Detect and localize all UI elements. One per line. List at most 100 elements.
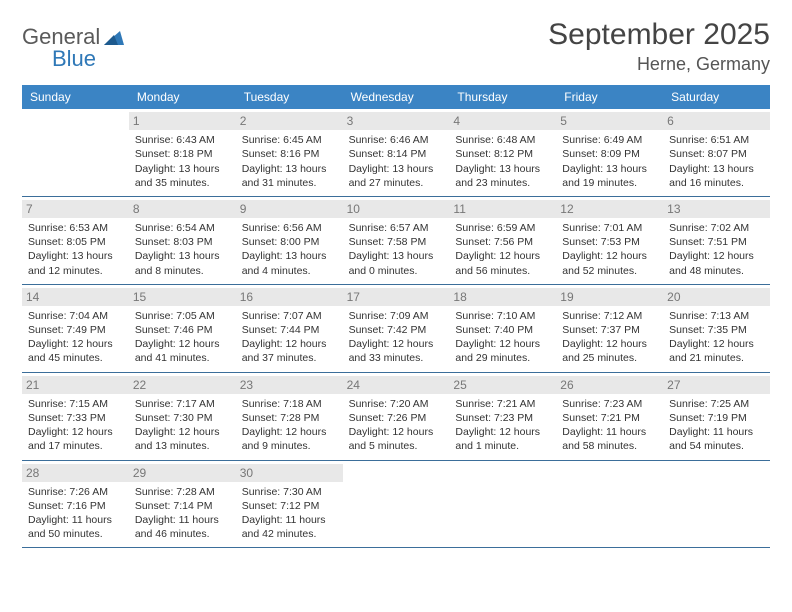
weeks-container: 1Sunrise: 6:43 AMSunset: 8:18 PMDaylight… (22, 109, 770, 548)
day-header: Monday (129, 85, 236, 109)
logo-triangle-icon (104, 29, 124, 45)
day-cell: 15Sunrise: 7:05 AMSunset: 7:46 PMDayligh… (129, 285, 236, 372)
sunset-text: Sunset: 8:00 PM (242, 235, 337, 249)
day-number: 2 (236, 112, 343, 130)
daylight-text: Daylight: 13 hours (135, 162, 230, 176)
sunrise-text: Sunrise: 7:04 AM (28, 309, 123, 323)
day-number: 5 (556, 112, 663, 130)
sunrise-text: Sunrise: 6:54 AM (135, 221, 230, 235)
day-number: 4 (449, 112, 556, 130)
sunrise-text: Sunrise: 6:48 AM (455, 133, 550, 147)
sunrise-text: Sunrise: 7:23 AM (562, 397, 657, 411)
sunrise-text: Sunrise: 7:09 AM (349, 309, 444, 323)
day-number: 8 (129, 200, 236, 218)
sunrise-text: Sunrise: 7:07 AM (242, 309, 337, 323)
day-cell: 8Sunrise: 6:54 AMSunset: 8:03 PMDaylight… (129, 197, 236, 284)
sunrise-text: Sunrise: 7:20 AM (349, 397, 444, 411)
day-number: 26 (556, 376, 663, 394)
sunset-text: Sunset: 7:58 PM (349, 235, 444, 249)
day-header: Saturday (663, 85, 770, 109)
day-number: 24 (343, 376, 450, 394)
daylight-text: Daylight: 12 hours (562, 337, 657, 351)
daylight-text: Daylight: 11 hours (135, 513, 230, 527)
title-block: September 2025 Herne, Germany (548, 18, 770, 75)
daylight-text: Daylight: 13 hours (455, 162, 550, 176)
sunset-text: Sunset: 7:53 PM (562, 235, 657, 249)
sunset-text: Sunset: 7:23 PM (455, 411, 550, 425)
day-cell: 13Sunrise: 7:02 AMSunset: 7:51 PMDayligh… (663, 197, 770, 284)
day-number: 13 (663, 200, 770, 218)
day-number: 15 (129, 288, 236, 306)
empty-cell (343, 461, 450, 548)
daylight-text: Daylight: 12 hours (349, 425, 444, 439)
sunrise-text: Sunrise: 6:57 AM (349, 221, 444, 235)
daylight-text: and 46 minutes. (135, 527, 230, 541)
sunrise-text: Sunrise: 7:21 AM (455, 397, 550, 411)
day-cell: 26Sunrise: 7:23 AMSunset: 7:21 PMDayligh… (556, 373, 663, 460)
day-header: Thursday (449, 85, 556, 109)
sunrise-text: Sunrise: 7:30 AM (242, 485, 337, 499)
empty-cell (449, 461, 556, 548)
sunset-text: Sunset: 7:19 PM (669, 411, 764, 425)
week-row: 28Sunrise: 7:26 AMSunset: 7:16 PMDayligh… (22, 461, 770, 549)
day-number: 22 (129, 376, 236, 394)
daylight-text: and 5 minutes. (349, 439, 444, 453)
day-cell: 20Sunrise: 7:13 AMSunset: 7:35 PMDayligh… (663, 285, 770, 372)
daylight-text: Daylight: 13 hours (669, 162, 764, 176)
day-cell: 16Sunrise: 7:07 AMSunset: 7:44 PMDayligh… (236, 285, 343, 372)
day-cell: 6Sunrise: 6:51 AMSunset: 8:07 PMDaylight… (663, 109, 770, 196)
sunset-text: Sunset: 7:28 PM (242, 411, 337, 425)
daylight-text: and 9 minutes. (242, 439, 337, 453)
sunset-text: Sunset: 8:16 PM (242, 147, 337, 161)
sunset-text: Sunset: 7:33 PM (28, 411, 123, 425)
sunrise-text: Sunrise: 6:53 AM (28, 221, 123, 235)
day-number: 30 (236, 464, 343, 482)
sunset-text: Sunset: 7:30 PM (135, 411, 230, 425)
sunset-text: Sunset: 7:40 PM (455, 323, 550, 337)
sunrise-text: Sunrise: 6:49 AM (562, 133, 657, 147)
day-cell: 3Sunrise: 6:46 AMSunset: 8:14 PMDaylight… (343, 109, 450, 196)
day-cell: 5Sunrise: 6:49 AMSunset: 8:09 PMDaylight… (556, 109, 663, 196)
day-number: 27 (663, 376, 770, 394)
daylight-text: and 37 minutes. (242, 351, 337, 365)
day-number: 9 (236, 200, 343, 218)
header: General Blue September 2025 Herne, Germa… (22, 18, 770, 75)
day-header: Friday (556, 85, 663, 109)
day-cell: 4Sunrise: 6:48 AMSunset: 8:12 PMDaylight… (449, 109, 556, 196)
day-number: 19 (556, 288, 663, 306)
day-number: 17 (343, 288, 450, 306)
sunrise-text: Sunrise: 7:01 AM (562, 221, 657, 235)
daylight-text: and 8 minutes. (135, 264, 230, 278)
daylight-text: and 21 minutes. (669, 351, 764, 365)
day-header: Tuesday (236, 85, 343, 109)
daylight-text: Daylight: 13 hours (28, 249, 123, 263)
sunset-text: Sunset: 7:46 PM (135, 323, 230, 337)
sunrise-text: Sunrise: 7:15 AM (28, 397, 123, 411)
sunrise-text: Sunrise: 7:05 AM (135, 309, 230, 323)
day-number: 12 (556, 200, 663, 218)
day-cell: 23Sunrise: 7:18 AMSunset: 7:28 PMDayligh… (236, 373, 343, 460)
daylight-text: and 42 minutes. (242, 527, 337, 541)
sunset-text: Sunset: 8:05 PM (28, 235, 123, 249)
sunrise-text: Sunrise: 7:28 AM (135, 485, 230, 499)
day-cell: 27Sunrise: 7:25 AMSunset: 7:19 PMDayligh… (663, 373, 770, 460)
sunrise-text: Sunrise: 6:46 AM (349, 133, 444, 147)
day-cell: 2Sunrise: 6:45 AMSunset: 8:16 PMDaylight… (236, 109, 343, 196)
daylight-text: Daylight: 13 hours (135, 249, 230, 263)
sunset-text: Sunset: 7:37 PM (562, 323, 657, 337)
day-number: 29 (129, 464, 236, 482)
sunset-text: Sunset: 7:42 PM (349, 323, 444, 337)
month-title: September 2025 (548, 18, 770, 52)
daylight-text: Daylight: 11 hours (28, 513, 123, 527)
day-header-row: Sunday Monday Tuesday Wednesday Thursday… (22, 85, 770, 109)
sunrise-text: Sunrise: 6:51 AM (669, 133, 764, 147)
daylight-text: Daylight: 13 hours (242, 162, 337, 176)
sunrise-text: Sunrise: 7:18 AM (242, 397, 337, 411)
day-cell: 19Sunrise: 7:12 AMSunset: 7:37 PMDayligh… (556, 285, 663, 372)
day-cell: 29Sunrise: 7:28 AMSunset: 7:14 PMDayligh… (129, 461, 236, 548)
sunrise-text: Sunrise: 6:59 AM (455, 221, 550, 235)
calendar: Sunday Monday Tuesday Wednesday Thursday… (22, 85, 770, 548)
day-number: 7 (22, 200, 129, 218)
daylight-text: and 35 minutes. (135, 176, 230, 190)
daylight-text: and 52 minutes. (562, 264, 657, 278)
